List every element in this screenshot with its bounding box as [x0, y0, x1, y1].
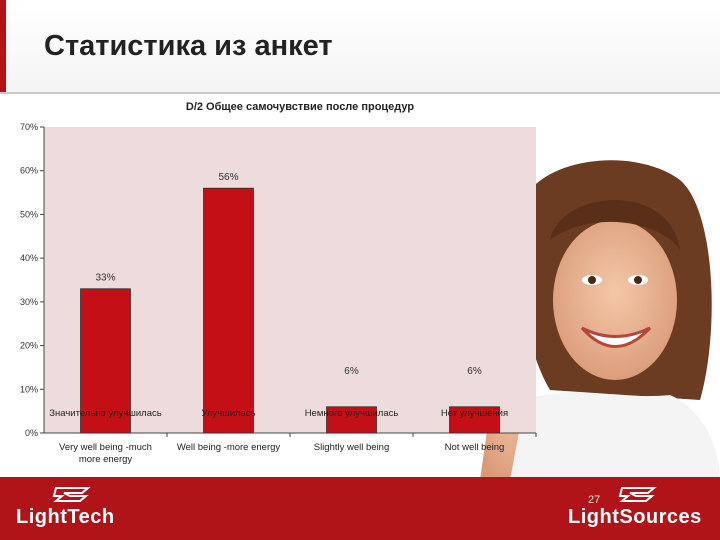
y-axis-ticks: 0% 10% 20% 30% 40% 50% 60% 70% [20, 122, 44, 438]
slide-title: Статистика из анкет [44, 30, 333, 62]
data-label: 6% [467, 366, 482, 377]
y-tick-label: 30% [20, 297, 38, 307]
y-tick-label: 50% [20, 209, 38, 219]
y-tick-label: 40% [20, 253, 38, 263]
lighttech-logo-icon [52, 487, 91, 502]
title-divider [0, 92, 720, 94]
category-label-en: Well being -more energy [177, 442, 281, 453]
category-label-en: Very well being -much more energy [59, 442, 152, 465]
lightsources-logo: LightSources [568, 506, 702, 528]
y-tick-label: 10% [20, 384, 38, 394]
page-number: 27 [588, 494, 601, 506]
data-label: 6% [344, 366, 359, 377]
bar [449, 406, 500, 434]
slide-footer [0, 477, 720, 540]
y-tick-label: 70% [20, 122, 38, 132]
bar [326, 406, 377, 434]
category-labels: Значительно улучшилась Very well being -m… [49, 408, 508, 465]
bar-chart: D/2 Общее самочувствие после процедур 0%… [20, 101, 537, 465]
bar [203, 187, 254, 434]
lightsources-logo-icon [618, 487, 657, 502]
y-tick-label: 60% [20, 166, 38, 176]
category-label-en: Not well being [445, 442, 505, 453]
woman-photo [480, 160, 720, 480]
bars [80, 187, 537, 437]
data-labels: 33% 56% 6% 6% [95, 172, 481, 377]
category-label: Улучшилась [201, 408, 255, 419]
lighttech-logo: LightTech [16, 506, 115, 528]
category-label-en: Slightly well being [314, 442, 390, 453]
category-label: Нет улучшения [441, 408, 508, 419]
header-accent [0, 0, 6, 92]
bar [80, 288, 131, 434]
category-label: Значительно улучшилась [49, 408, 161, 419]
chart-title: D/2 Общее самочувствие после процедур [186, 101, 415, 113]
category-label: Немного улучшилась [305, 408, 399, 419]
data-label: 56% [218, 172, 238, 183]
y-tick-label: 0% [25, 428, 38, 438]
data-label: 33% [95, 273, 115, 284]
slide-header [0, 0, 720, 92]
y-tick-label: 20% [20, 341, 38, 351]
